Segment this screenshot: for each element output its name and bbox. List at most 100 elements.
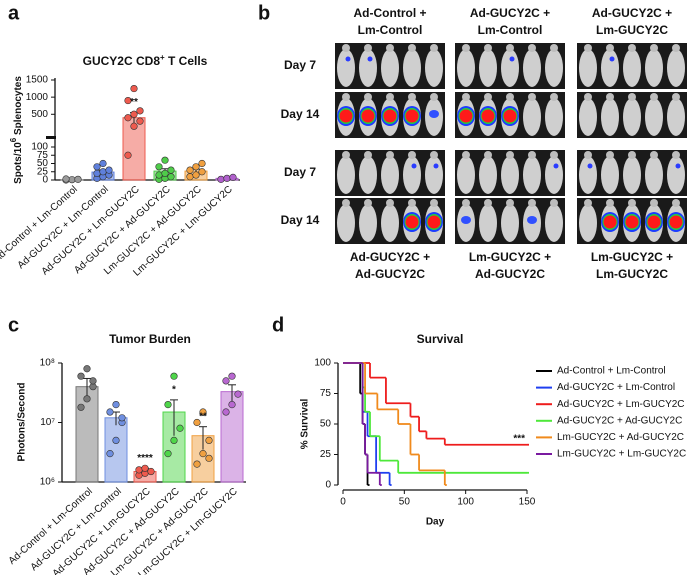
data-point xyxy=(93,163,101,171)
mouse-ear xyxy=(364,151,372,159)
y-tick-label: 25 xyxy=(320,449,332,460)
mouse-ear xyxy=(364,44,372,52)
mouse xyxy=(645,49,663,87)
mouse xyxy=(381,49,399,87)
mouse-ear xyxy=(364,199,372,207)
row-label: Day 14 xyxy=(281,213,320,227)
mouse-ear xyxy=(506,199,514,207)
mouse xyxy=(601,98,619,136)
panel-letter: a xyxy=(8,2,20,24)
mouse-ear xyxy=(430,93,438,101)
data-point xyxy=(199,450,207,458)
mouse-ear xyxy=(628,151,636,159)
data-point xyxy=(106,450,114,458)
mouse-ear xyxy=(550,199,558,207)
data-point xyxy=(77,403,85,411)
mouse xyxy=(501,49,519,87)
data-point xyxy=(167,166,175,174)
group-header: Ad-Control + xyxy=(354,6,427,20)
mouse xyxy=(579,156,597,194)
significance: **** xyxy=(137,453,153,464)
mouse-ear xyxy=(342,151,350,159)
mouse-ear xyxy=(584,93,592,101)
data-point xyxy=(112,436,120,445)
mouse-ear xyxy=(584,151,592,159)
mouse xyxy=(623,156,641,194)
data-point xyxy=(124,96,132,105)
group-header: Ad-GUCY2C xyxy=(355,267,425,281)
x-tick-label: 0 xyxy=(340,497,346,508)
signal xyxy=(429,110,439,118)
mouse-ear xyxy=(606,44,614,52)
group-header: Lm-GUCY2C + xyxy=(469,250,551,264)
data-point xyxy=(135,466,143,474)
y-tick-label: 10⁶ xyxy=(40,477,55,488)
mouse xyxy=(545,98,563,136)
mouse xyxy=(501,156,519,194)
mouse xyxy=(381,204,399,242)
mouse-ear xyxy=(584,44,592,52)
mouse xyxy=(667,98,685,136)
y-axis-label: Spots/106 Splenocytes xyxy=(9,76,24,184)
mouse xyxy=(359,49,377,87)
y-tick-label: 500 xyxy=(31,109,48,120)
mouse xyxy=(623,98,641,136)
mouse-ear xyxy=(342,199,350,207)
label-part: Spots/10 xyxy=(13,142,24,184)
mouse xyxy=(523,49,541,87)
mouse-ear xyxy=(386,93,394,101)
mouse-ear xyxy=(650,44,658,52)
y-tick-label: 0 xyxy=(325,480,331,491)
data-point xyxy=(83,395,91,403)
signal xyxy=(339,109,353,123)
mouse-ear xyxy=(408,93,416,101)
mouse-ear xyxy=(550,93,558,101)
data-point xyxy=(118,414,126,422)
mouse xyxy=(479,49,497,87)
x-tick-label: 100 xyxy=(457,497,474,508)
data-point xyxy=(77,372,85,380)
y-tick-label: 100 xyxy=(314,358,331,369)
mouse xyxy=(337,156,355,194)
group-header: Ad-GUCY2C + xyxy=(470,6,550,20)
mouse xyxy=(579,98,597,136)
mouse-ear xyxy=(484,151,492,159)
mouse-ear xyxy=(408,44,416,52)
y-tick-label: 1000 xyxy=(26,92,49,103)
signal xyxy=(527,216,537,224)
signal xyxy=(669,215,683,229)
mouse-ear xyxy=(550,151,558,159)
mouse-ear xyxy=(650,199,658,207)
mouse xyxy=(403,49,421,87)
data-point xyxy=(62,175,70,183)
mouse-ear xyxy=(462,151,470,159)
data-point xyxy=(93,169,101,177)
data-point xyxy=(198,168,206,176)
mouse xyxy=(425,156,443,194)
data-point xyxy=(124,114,132,122)
signal xyxy=(647,215,661,229)
bar xyxy=(104,417,128,483)
mouse-ear xyxy=(606,93,614,101)
y-tick-label: 10⁷ xyxy=(40,417,55,428)
data-point xyxy=(193,460,201,468)
data-point xyxy=(130,110,138,118)
x-tick-label: 150 xyxy=(519,497,536,508)
y-tick-label: 25 xyxy=(37,166,49,177)
mouse-ear xyxy=(606,199,614,207)
mouse-ear xyxy=(462,199,470,207)
axis-break xyxy=(46,136,56,139)
mouse xyxy=(667,156,685,194)
mouse xyxy=(545,204,563,242)
mouse-ear xyxy=(462,44,470,52)
mouse-ear xyxy=(430,151,438,159)
mouse-ear xyxy=(430,199,438,207)
signal xyxy=(609,56,615,62)
legend-label: Lm-GUCY2C + Lm-GUCY2C xyxy=(557,449,686,460)
data-point xyxy=(205,436,213,445)
legend-label: Ad-GUCY2C + Ad-GUCY2C xyxy=(557,415,682,426)
mouse xyxy=(403,156,421,194)
signal xyxy=(433,163,439,169)
data-point xyxy=(167,173,175,181)
